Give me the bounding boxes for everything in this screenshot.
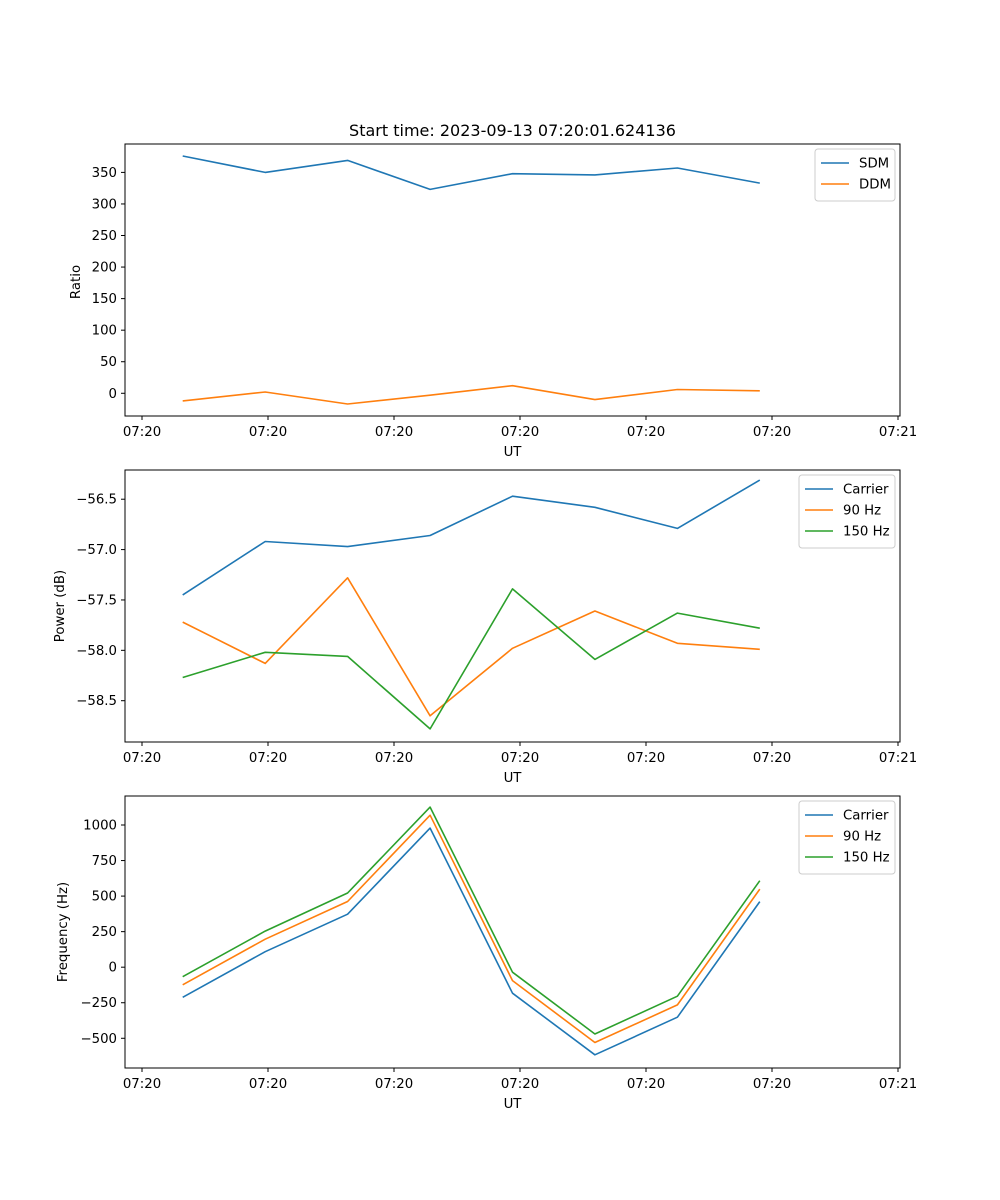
series-line-90-hz: [182, 576, 760, 717]
x-tick-label: 07:20: [375, 1077, 413, 1092]
x-tick-label: 07:20: [123, 1077, 161, 1092]
x-tick-label: 07:21: [879, 751, 917, 766]
legend-label: Carrier: [843, 809, 889, 824]
legend: [798, 474, 896, 549]
x-tick-label: 07:20: [627, 1077, 665, 1092]
series-line-ddm: [182, 384, 760, 405]
legend-label: 150 Hz: [843, 851, 890, 866]
x-tick-label: 07:20: [123, 751, 161, 766]
y-tick-label: 1000: [83, 819, 117, 834]
legend-label: 90 Hz: [843, 504, 881, 519]
legend-label: Carrier: [843, 483, 889, 498]
plot-frame: [124, 143, 901, 417]
x-tick-label: 07:20: [501, 1077, 539, 1092]
y-axis-label: Ratio: [69, 265, 84, 299]
y-tick-label: 50: [100, 355, 117, 370]
x-axis-label: UT: [504, 1097, 523, 1112]
y-tick-label: 500: [92, 890, 117, 905]
y-tick-label: −58.5: [76, 694, 117, 709]
series-line-90-hz: [182, 814, 761, 1044]
y-tick-label: 150: [92, 292, 117, 307]
x-tick-label: 07:20: [753, 425, 791, 440]
legend-label: 150 Hz: [843, 525, 890, 540]
y-tick-label: 0: [109, 961, 117, 976]
y-tick-label: −500: [80, 1032, 117, 1047]
x-tick-label: 07:20: [123, 425, 161, 440]
series-line-150-hz: [182, 588, 760, 730]
y-tick-label: −250: [80, 996, 117, 1011]
y-tick-label: 250: [92, 229, 117, 244]
power-subplot: UT Power (dB) 07:20 07:20 07:20 07:20 07:20 0…: [53, 469, 917, 786]
y-tick-label: 200: [92, 261, 117, 276]
legend-label: DDM: [859, 178, 891, 193]
plot-frame: [124, 469, 901, 743]
y-tick-label: −58.0: [76, 644, 117, 659]
x-tick-label: 07:21: [879, 1077, 917, 1092]
x-tick-label: 07:20: [249, 751, 287, 766]
y-tick-label: 100: [92, 324, 117, 339]
x-tick-label: 07:20: [753, 1077, 791, 1092]
legend-label: SDM: [859, 157, 889, 172]
y-tick-label: 300: [92, 197, 117, 212]
series-line-sdm: [182, 155, 760, 191]
x-axis-label: UT: [504, 771, 523, 786]
x-tick-label: 07:20: [375, 751, 413, 766]
x-axis-label: UT: [504, 445, 523, 460]
x-tick-label: 07:20: [375, 425, 413, 440]
x-tick-label: 07:20: [501, 751, 539, 766]
y-tick-label: 750: [92, 854, 117, 869]
y-tick-label: 350: [92, 166, 117, 181]
y-axis-label: Frequency (Hz): [56, 882, 71, 982]
y-axis-label: Power (dB): [53, 570, 68, 642]
series-line-carrier: [182, 479, 761, 596]
series-line-carrier: [182, 827, 761, 1056]
x-tick-label: 07:20: [627, 425, 665, 440]
x-tick-label: 07:20: [753, 751, 791, 766]
series-line-150-hz: [182, 806, 761, 1035]
y-tick-label: −57.5: [76, 593, 117, 608]
chart-title: Start time: 2023-09-13 07:20:01.624136: [349, 121, 676, 140]
x-tick-label: 07:20: [501, 425, 539, 440]
plot-frame: [124, 795, 901, 1069]
ratio-subplot: Start time: 2023-09-13 07:20:01.624136 U…: [69, 121, 917, 460]
y-tick-label: −57.0: [76, 543, 117, 558]
y-tick-label: −56.5: [76, 493, 117, 508]
legend: [798, 800, 896, 875]
legend: [814, 148, 896, 202]
x-tick-label: 07:20: [627, 751, 665, 766]
y-tick-label: 250: [92, 925, 117, 940]
legend-label: 90 Hz: [843, 830, 881, 845]
y-tick-label: 0: [109, 387, 117, 402]
x-tick-label: 07:20: [249, 1077, 287, 1092]
x-tick-label: 07:20: [249, 425, 287, 440]
frequency-subplot: UT Frequency (Hz) 07:20 07:20 07:20 07:20 07…: [56, 795, 917, 1112]
x-tick-label: 07:21: [879, 425, 917, 440]
